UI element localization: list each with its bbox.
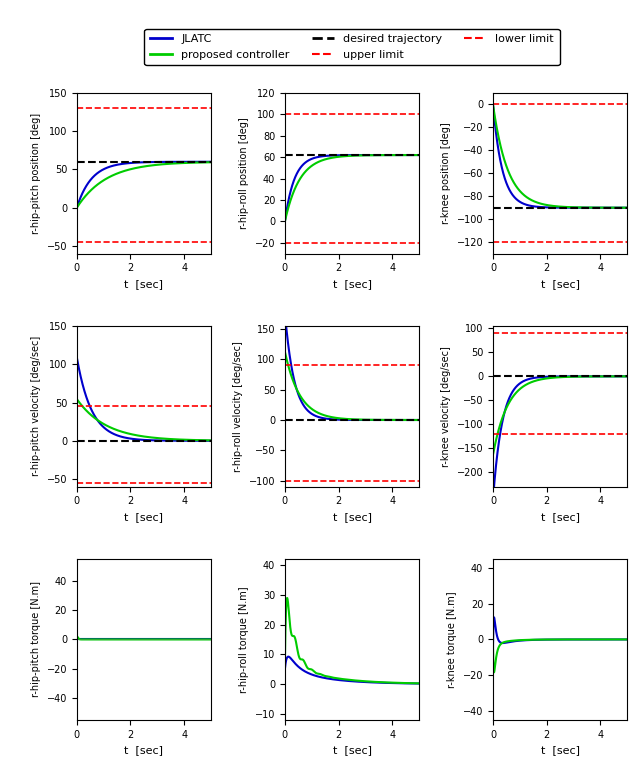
Y-axis label: r-knee velocity [deg/sec]: r-knee velocity [deg/sec] (441, 346, 451, 467)
X-axis label: t  [sec]: t [sec] (333, 512, 371, 522)
Legend: JLATC, proposed controller, desired trajectory, upper limit, lower limit: JLATC, proposed controller, desired traj… (145, 29, 559, 66)
X-axis label: t  [sec]: t [sec] (333, 279, 371, 289)
Y-axis label: r-hip-roll torque [N.m]: r-hip-roll torque [N.m] (239, 586, 249, 693)
Y-axis label: r-knee position [deg]: r-knee position [deg] (441, 122, 451, 224)
X-axis label: t  [sec]: t [sec] (541, 512, 580, 522)
X-axis label: t  [sec]: t [sec] (124, 512, 163, 522)
X-axis label: t  [sec]: t [sec] (541, 279, 580, 289)
X-axis label: t  [sec]: t [sec] (124, 745, 163, 755)
Y-axis label: r-hip-roll position [deg]: r-hip-roll position [deg] (239, 118, 249, 229)
Y-axis label: r-hip-roll velocity [deg/sec]: r-hip-roll velocity [deg/sec] (233, 341, 243, 472)
X-axis label: t  [sec]: t [sec] (124, 279, 163, 289)
Y-axis label: r-hip-pitch velocity [deg/sec]: r-hip-pitch velocity [deg/sec] (31, 336, 41, 477)
Y-axis label: r-hip-pitch position [deg]: r-hip-pitch position [deg] (31, 113, 41, 234)
X-axis label: t  [sec]: t [sec] (541, 745, 580, 755)
X-axis label: t  [sec]: t [sec] (333, 745, 371, 755)
Y-axis label: r-hip-pitch torque [N.m]: r-hip-pitch torque [N.m] (31, 581, 41, 697)
Y-axis label: r-knee torque [N.m]: r-knee torque [N.m] (447, 591, 457, 688)
